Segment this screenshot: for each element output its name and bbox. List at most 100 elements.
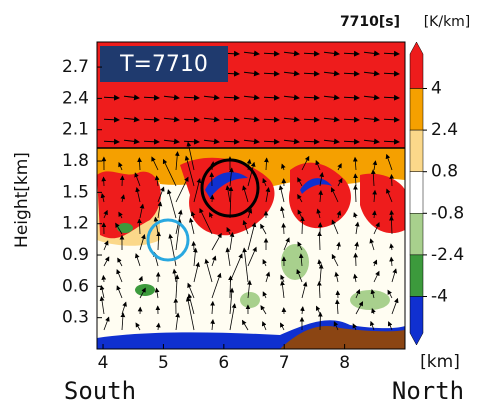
wind-vector: [138, 275, 143, 283]
colorbar-tick-label: -0.8: [431, 203, 464, 223]
wind-vector: [297, 241, 303, 251]
wind-vector: [370, 169, 376, 187]
wind-vector: [155, 322, 161, 331]
wind-vector: [303, 138, 320, 145]
colorbar-band: [409, 129, 424, 172]
wind-vector: [187, 282, 195, 299]
wind-vector: [101, 274, 107, 283]
wind-vector: [263, 70, 280, 77]
field-blue: [205, 172, 248, 198]
wind-vector: [204, 258, 213, 283]
wind-vector: [225, 185, 231, 203]
wind-vector: [116, 269, 123, 283]
wind-vector: [391, 268, 398, 283]
colorbar-tick-label: 2.4: [431, 120, 458, 140]
wind-vector: [343, 138, 360, 145]
title-box: [100, 46, 228, 82]
field-green: [135, 284, 155, 296]
wind-vector: [389, 173, 395, 187]
wind-vector: [103, 209, 108, 219]
wind-vector: [190, 211, 196, 219]
time-label: 7710[s]: [340, 14, 400, 30]
wind-vector: [283, 94, 300, 101]
terrain: [280, 326, 405, 349]
wind-vector: [247, 222, 257, 251]
wind-vector: [383, 70, 400, 77]
wind-vector: [343, 50, 360, 57]
wind-vector: [260, 223, 267, 235]
wind-vector: [323, 94, 340, 101]
wind-vector: [323, 70, 340, 77]
y-tick-label: 1.2: [62, 214, 89, 234]
wind-vector: [99, 285, 105, 299]
wind-vector: [103, 116, 120, 123]
colorbar-band: [409, 213, 424, 256]
wind-vector: [183, 138, 200, 145]
wind-vector: [297, 177, 303, 187]
wind-vector: [391, 297, 399, 315]
wind-vector: [303, 94, 320, 101]
wind-vector: [337, 163, 342, 171]
north-label: North: [392, 377, 464, 405]
wind-vector: [203, 116, 220, 123]
wind-vector: [300, 216, 305, 235]
wind-vector: [162, 158, 177, 187]
wind-vector: [135, 187, 141, 203]
wind-vector: [247, 161, 256, 187]
wind-vector: [211, 255, 217, 267]
wind-vector: [297, 194, 303, 203]
field-green: [350, 290, 390, 310]
wind-vector: [373, 222, 380, 235]
wind-vector: [163, 138, 180, 145]
wind-vector: [242, 247, 249, 283]
wind-vector: [281, 163, 286, 171]
wind-vector: [331, 253, 339, 267]
wind-vector: [303, 116, 320, 123]
wind-vector: [352, 273, 358, 283]
wind-vector: [352, 323, 358, 331]
wind-vector: [260, 305, 267, 315]
x-tick-label: 4: [98, 353, 109, 373]
wind-vector: [263, 116, 280, 123]
wind-vector: [186, 141, 195, 171]
wind-vector: [318, 190, 323, 203]
wind-vector: [280, 206, 285, 219]
wind-vector: [263, 94, 280, 101]
wind-vector: [174, 274, 180, 299]
wind-vector: [283, 138, 300, 145]
wind-vector: [143, 138, 160, 145]
wind-vector: [355, 289, 361, 299]
wind-vector: [229, 303, 237, 331]
wind-vector: [209, 212, 214, 219]
wind-vector: [371, 210, 377, 219]
wind-vector: [387, 321, 393, 331]
y-tick-label: 0.6: [62, 276, 89, 296]
colorbar-band: [409, 296, 424, 346]
wind-vector: [175, 176, 189, 203]
wind-vector: [353, 184, 358, 203]
y-tick-label: 0.9: [62, 245, 89, 265]
wind-vector: [157, 186, 165, 203]
wind-vector: [336, 210, 342, 219]
wind-vector: [228, 186, 234, 219]
wind-vector: [143, 94, 160, 101]
wind-vector: [199, 207, 213, 235]
wind-vector: [156, 231, 161, 251]
wind-vector: [262, 259, 267, 267]
wind-vector: [317, 280, 322, 299]
wind-vector: [353, 212, 358, 219]
wind-vector: [303, 50, 320, 57]
wind-vector: [389, 215, 394, 235]
highlight-circle: [200, 158, 260, 218]
wind-vector: [317, 231, 322, 251]
wind-vector: [369, 238, 375, 251]
wind-vector: [123, 116, 140, 123]
wind-vector: [330, 187, 339, 203]
wind-vector: [203, 138, 220, 145]
wind-vector: [334, 299, 340, 315]
x-axis-label: [km]: [420, 352, 460, 372]
x-tick-label: 8: [339, 353, 350, 373]
x-tick-label: 7: [279, 353, 290, 373]
wind-vector: [315, 159, 321, 171]
